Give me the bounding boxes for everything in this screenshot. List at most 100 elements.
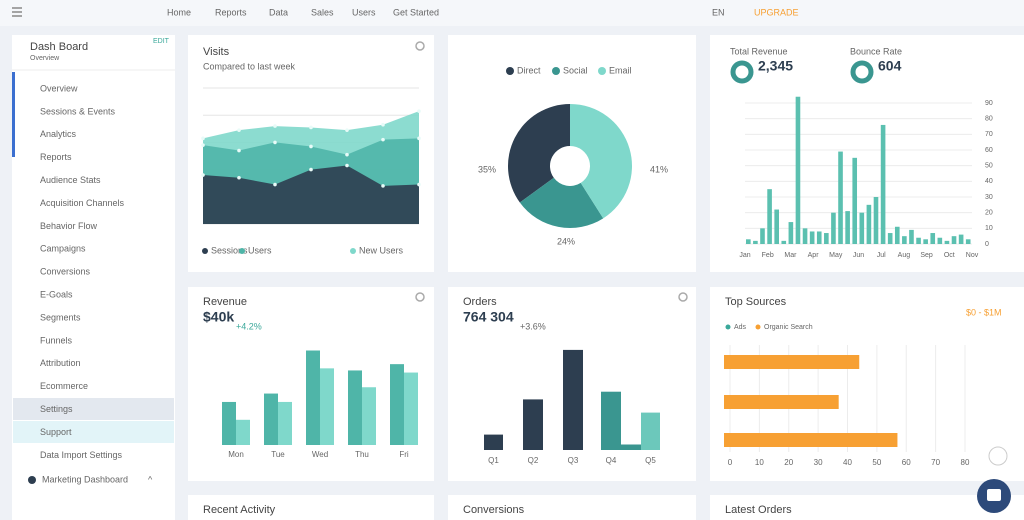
nav-item[interactable]: Get Started — [393, 7, 439, 17]
sidebar-item[interactable]: Campaigns — [40, 244, 86, 254]
scroll-button[interactable] — [988, 446, 1008, 466]
point — [417, 109, 421, 113]
stat-ring — [850, 60, 874, 84]
x-label: Q3 — [568, 456, 579, 465]
range-label: $0 - $1M — [966, 307, 1002, 317]
nav-item[interactable]: Users — [352, 7, 376, 17]
slice-label: 35% — [478, 164, 496, 174]
kpi-change: +4.2% — [236, 321, 262, 331]
legend-dot — [506, 67, 514, 75]
language[interactable]: EN — [712, 7, 725, 17]
card-title: Latest Orders — [725, 504, 792, 516]
nav-item[interactable]: Sales — [311, 7, 334, 17]
x-label: Apr — [808, 252, 820, 259]
card-menu[interactable] — [415, 292, 425, 302]
card-title: Conversions — [463, 504, 525, 516]
topbar — [0, 0, 1024, 26]
kpi-change: +3.6% — [520, 321, 546, 331]
bar — [236, 419, 250, 445]
bar — [523, 399, 543, 450]
bar — [951, 236, 957, 244]
x-tick-label: 40 — [843, 458, 852, 467]
sidebar-item[interactable]: Ecommerce — [40, 381, 88, 391]
card-menu[interactable] — [678, 292, 688, 302]
kpi-value: $40k — [203, 309, 234, 325]
stat-value: 604 — [878, 58, 902, 74]
stat-label: Total Revenue — [730, 46, 788, 56]
menu-icon[interactable] — [12, 7, 22, 17]
x-label: Q1 — [488, 456, 499, 465]
bar — [831, 212, 836, 244]
bar — [880, 124, 886, 244]
upgrade[interactable]: UPGRADE — [754, 7, 799, 17]
badge[interactable]: EDIT — [153, 38, 170, 45]
point — [273, 124, 277, 128]
point — [273, 182, 277, 187]
x-tick-label: 10 — [755, 458, 764, 467]
stat-ring — [730, 60, 754, 84]
legend-dot — [239, 248, 245, 254]
sidebar-item[interactable]: Analytics — [40, 129, 77, 139]
sidebar-item[interactable]: Audience Stats — [40, 175, 101, 185]
card-title: Top Sources — [725, 296, 787, 308]
bar — [802, 228, 808, 244]
legend-label: New Users — [359, 245, 404, 255]
sidebar-item[interactable]: Support — [40, 427, 72, 437]
x-label: Sep — [920, 252, 933, 259]
bar — [760, 228, 765, 244]
nav-item[interactable]: Data — [269, 7, 288, 17]
y-tick-label: 40 — [985, 178, 993, 185]
x-label: Q4 — [606, 456, 617, 465]
donut-slice — [519, 177, 604, 229]
sidebar-item[interactable]: Settings — [40, 404, 73, 414]
sidebar-item[interactable]: Reports — [40, 152, 72, 162]
card — [710, 287, 1024, 481]
sidebar-item[interactable]: Attribution — [40, 358, 81, 368]
bar — [484, 434, 503, 450]
sidebar-item[interactable]: Conversions — [40, 267, 91, 277]
sidebar-item[interactable]: Segments — [40, 312, 81, 322]
bar — [795, 96, 801, 244]
sidebar-item[interactable]: Overview — [40, 83, 78, 93]
point — [381, 137, 385, 142]
bar — [887, 233, 893, 244]
point — [201, 173, 205, 177]
bar — [809, 231, 815, 244]
stat-label: Bounce Rate — [850, 46, 902, 56]
sidebar-item[interactable]: E-Goals — [40, 289, 73, 299]
sidebar-item[interactable]: Data Import Settings — [40, 450, 123, 460]
hover-row — [13, 421, 174, 443]
point — [309, 125, 313, 130]
x-tick-label: 60 — [902, 458, 911, 467]
x-tick-label: 50 — [872, 458, 881, 467]
x-label: Q2 — [528, 456, 539, 465]
sidebar-subtitle: Overview — [30, 55, 60, 62]
sidebar-item[interactable]: Sessions & Events — [40, 106, 116, 116]
user-name[interactable]: Marketing Dashboard — [42, 474, 128, 484]
bar — [621, 444, 641, 450]
sidebar-item[interactable]: Funnels — [40, 335, 73, 345]
card-menu[interactable] — [415, 41, 425, 51]
sidebar-item[interactable]: Acquisition Channels — [40, 198, 125, 208]
legend-dot — [598, 67, 606, 75]
nav-item[interactable]: Reports — [215, 7, 247, 17]
x-label: Aug — [898, 252, 911, 259]
x-label: Jan — [739, 252, 750, 259]
bar — [306, 350, 320, 445]
card — [710, 495, 1024, 520]
bar — [852, 157, 858, 244]
bar — [724, 433, 898, 447]
card — [448, 495, 696, 520]
x-label: Oct — [944, 252, 955, 259]
chevron[interactable]: ^ — [148, 474, 153, 484]
sidebar-item[interactable]: Behavior Flow — [40, 221, 98, 231]
nav-item[interactable]: Home — [167, 7, 191, 17]
legend-label: Users — [248, 245, 272, 255]
legend-label: Email — [609, 65, 632, 75]
chat-icon — [987, 489, 1001, 501]
bar — [278, 401, 292, 445]
kpi-value: 764 304 — [463, 309, 514, 325]
donut-slice — [570, 104, 633, 219]
x-tick-label: 80 — [961, 458, 970, 467]
